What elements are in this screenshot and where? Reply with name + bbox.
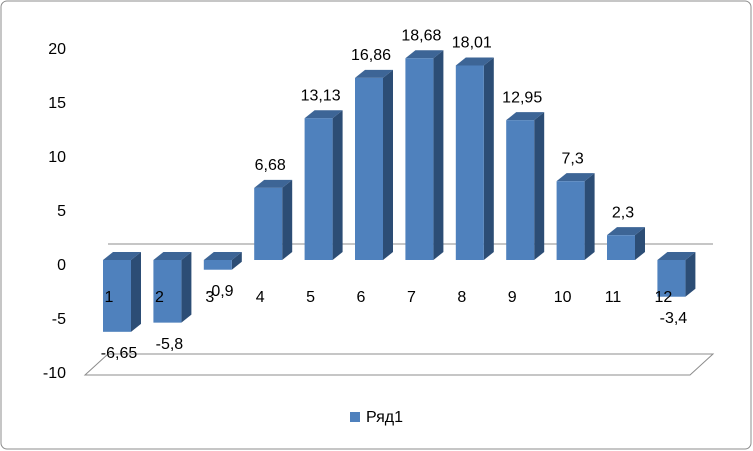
bar xyxy=(153,260,182,323)
bar-top xyxy=(506,112,545,121)
bar-top xyxy=(153,252,192,260)
value-label: -5,8 xyxy=(156,336,184,353)
y-tick-label: -5 xyxy=(52,311,66,328)
floor xyxy=(83,353,715,376)
value-label: 12,95 xyxy=(502,89,542,106)
bar xyxy=(203,260,232,270)
bar-side xyxy=(685,252,696,297)
bar-top xyxy=(405,50,444,59)
bar xyxy=(556,181,585,260)
value-label: 18,01 xyxy=(452,35,492,52)
bar-side xyxy=(282,179,293,260)
x-tick-label: 10 xyxy=(554,289,572,306)
bar-top xyxy=(254,179,293,188)
x-tick-label: 7 xyxy=(407,289,416,306)
x-tick-label: 1 xyxy=(105,289,114,306)
bar-side xyxy=(181,252,192,323)
bar-side xyxy=(483,57,494,260)
bar xyxy=(355,77,383,260)
bar xyxy=(304,118,333,260)
y-tick-label: 5 xyxy=(57,203,66,220)
value-label: 18,68 xyxy=(401,27,441,44)
y-tick-label: 15 xyxy=(48,95,66,112)
bar-side xyxy=(584,173,595,260)
legend-label: Ряд1 xyxy=(366,409,403,426)
bar-side xyxy=(383,69,393,260)
x-tick-label: 9 xyxy=(508,289,517,306)
x-tick-label: 3 xyxy=(205,289,214,306)
x-tick-label: 4 xyxy=(256,289,265,306)
bar-top xyxy=(607,227,645,236)
bar xyxy=(405,58,434,261)
bar-top xyxy=(657,252,696,260)
value-label: -3,4 xyxy=(660,310,688,327)
y-tick-label: 20 xyxy=(48,41,66,58)
value-label: 13,13 xyxy=(301,87,341,104)
value-label: 7,3 xyxy=(561,150,583,167)
bar xyxy=(506,120,535,260)
y-tick-label: 10 xyxy=(48,149,66,166)
value-label: 16,86 xyxy=(351,47,391,64)
x-tick-label: 6 xyxy=(357,289,366,306)
bar xyxy=(254,187,283,260)
bar-side xyxy=(131,252,141,332)
bar xyxy=(657,260,686,297)
bar-side xyxy=(534,112,545,260)
x-tick-label: 5 xyxy=(306,289,315,306)
value-label: -6,65 xyxy=(101,345,138,362)
bar-top xyxy=(103,252,141,260)
legend-swatch xyxy=(350,412,360,422)
bar-side xyxy=(433,50,444,261)
bar-top xyxy=(455,57,494,66)
bar-top xyxy=(355,69,393,78)
bar-top xyxy=(556,173,595,182)
bar-side xyxy=(635,227,645,260)
y-tick-label: -10 xyxy=(43,365,66,382)
value-label: 2,3 xyxy=(612,204,634,221)
bar xyxy=(455,65,484,260)
x-tick-label: 12 xyxy=(655,289,673,306)
value-label: 6,68 xyxy=(255,157,286,174)
bar-side xyxy=(332,110,343,260)
bar xyxy=(103,260,131,332)
x-tick-label: 11 xyxy=(605,289,622,306)
x-tick-label: 8 xyxy=(457,289,466,306)
y-tick-label: 0 xyxy=(57,257,66,274)
value-label: -0,9 xyxy=(206,283,234,300)
bar xyxy=(607,235,635,260)
bar-side xyxy=(231,252,242,270)
bar-top xyxy=(304,110,343,119)
x-tick-label: 2 xyxy=(155,289,164,306)
bar-top xyxy=(203,252,242,260)
